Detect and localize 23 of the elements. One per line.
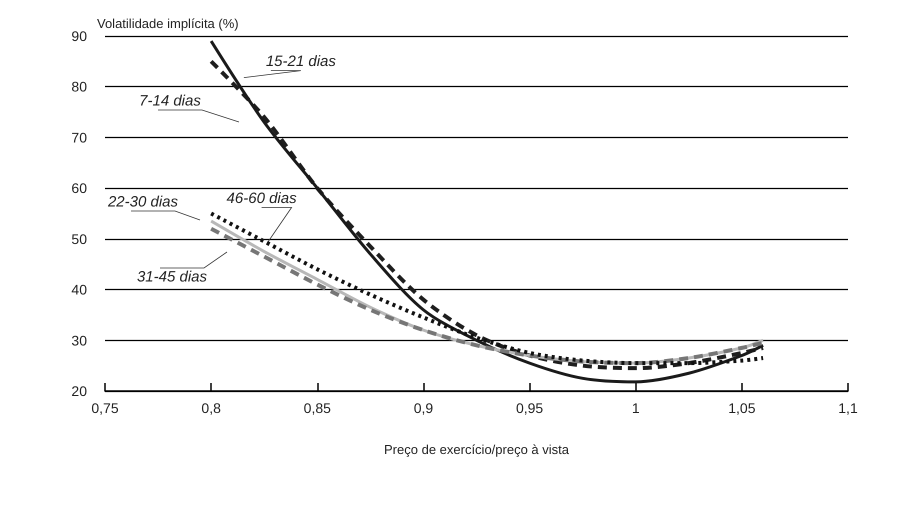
y-tick-label: 90	[71, 28, 88, 44]
x-tick-label: 0,75	[91, 400, 119, 416]
y-tick-label: 80	[71, 78, 88, 95]
y-tick-label: 70	[71, 129, 88, 146]
y-tick-label: 30	[71, 332, 88, 348]
annotation: 22-30 dias	[106, 194, 179, 210]
y-axis-title: Volatilidade implícita (%)	[97, 16, 239, 31]
x-tick-label: 1	[632, 400, 640, 416]
annotation: 7-14 dias	[139, 92, 202, 110]
x-tick-label: 0,8	[201, 400, 222, 416]
x-tick-label: 0,95	[516, 400, 544, 416]
annotation: 46-60 dias	[226, 190, 298, 207]
x-tick-label: 0,9	[414, 400, 434, 416]
x-axis-title: Preço de exercício/preço à vista	[384, 442, 570, 457]
annotation: 31-45 dias	[136, 268, 208, 286]
y-tick-label: 40	[71, 282, 88, 298]
annotation: 15-21 dias	[266, 53, 336, 70]
y-tick-label: 50	[71, 230, 88, 247]
x-tick-label: 1,1	[838, 400, 858, 416]
x-tick-label: 0,85	[304, 400, 332, 416]
y-tick-label: 20	[71, 383, 88, 399]
y-tick-label: 60	[71, 180, 88, 196]
x-tick-label: 1,05	[728, 400, 756, 416]
